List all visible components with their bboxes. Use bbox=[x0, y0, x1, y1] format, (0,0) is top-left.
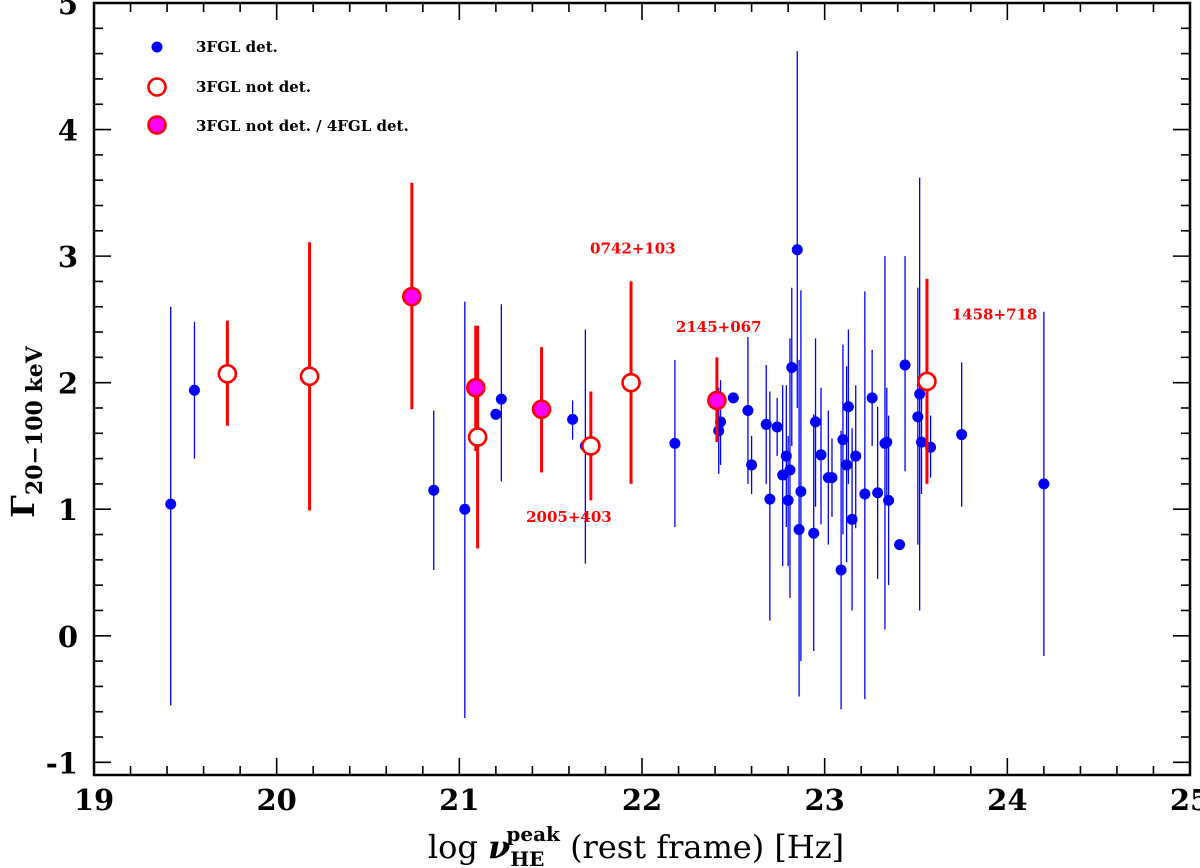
legend-label-notdet4fgl: 3FGL not det. / 4FGL det. bbox=[196, 117, 409, 135]
data-point-det bbox=[914, 388, 926, 400]
data-point-det bbox=[808, 527, 820, 539]
legend: 3FGL det. 3FGL not det. 3FGL not det. / … bbox=[147, 38, 409, 135]
y-tick-label: 0 bbox=[58, 620, 78, 654]
y-axis-title: Γ20−100 keV bbox=[4, 345, 48, 518]
y-tick-label: 3 bbox=[58, 240, 78, 274]
data-point-notdet bbox=[467, 427, 488, 447]
data-point-det bbox=[810, 416, 822, 428]
source-annotation: 1458+718 bbox=[952, 305, 1038, 323]
plot-frame bbox=[92, 1, 1192, 777]
series-det-points bbox=[165, 244, 1050, 576]
legend-marker-notdet4fgl bbox=[147, 115, 167, 135]
source-annotation: 2145+067 bbox=[676, 318, 762, 336]
data-point-det bbox=[835, 564, 847, 576]
data-point-det bbox=[784, 464, 796, 476]
data-point-det bbox=[859, 488, 871, 500]
x-axis-prefix: log bbox=[428, 828, 488, 866]
series-det-error-bars bbox=[170, 51, 1045, 719]
x-axis-symbol: ν bbox=[488, 828, 510, 866]
source-annotation: 2005+403 bbox=[526, 508, 612, 526]
y-tick-label: 4 bbox=[58, 114, 78, 148]
x-tick-label: 23 bbox=[804, 783, 844, 817]
data-point-notdet-4fgl bbox=[465, 377, 486, 398]
data-point-det bbox=[567, 413, 579, 425]
y-tick-label: 1 bbox=[58, 493, 78, 527]
y-tick-label: 2 bbox=[58, 367, 78, 401]
data-point-det bbox=[669, 437, 681, 449]
data-point-det bbox=[793, 523, 805, 535]
legend-marker-notdet bbox=[147, 77, 167, 97]
legend-marker-det bbox=[151, 41, 163, 53]
data-point-notdet-4fgl bbox=[707, 390, 727, 411]
data-point-det bbox=[746, 459, 758, 471]
data-point-det bbox=[866, 392, 878, 404]
series-notdet-error-bars bbox=[225, 182, 929, 549]
data-point-det bbox=[841, 459, 853, 471]
data-point-det bbox=[1038, 478, 1050, 490]
x-axis-subscript: HE bbox=[510, 847, 544, 868]
data-point-det bbox=[795, 486, 807, 498]
x-tick-label: 25 bbox=[1170, 783, 1200, 817]
data-point-notdet bbox=[621, 372, 641, 393]
y-axis-subscript: 20−100 keV bbox=[22, 345, 48, 495]
data-point-det bbox=[915, 436, 927, 448]
data-point-notdet bbox=[581, 436, 601, 456]
data-point-det bbox=[791, 244, 803, 256]
data-point-det bbox=[782, 494, 794, 506]
x-axis-title: log νHEpeak (rest frame) [Hz] bbox=[428, 822, 844, 868]
data-point-det bbox=[881, 436, 893, 448]
x-tick-label: 19 bbox=[74, 783, 114, 817]
x-tick-labels: 19 20 21 22 23 24 25 bbox=[74, 783, 1200, 817]
data-point-det bbox=[842, 401, 854, 413]
data-point-det bbox=[837, 434, 849, 446]
data-point-det bbox=[894, 539, 906, 551]
data-point-det bbox=[760, 418, 772, 430]
data-point-det bbox=[428, 484, 440, 496]
data-point-det bbox=[786, 361, 798, 373]
legend-label-det: 3FGL det. bbox=[196, 38, 278, 56]
y-tick-label: -1 bbox=[46, 746, 78, 780]
data-point-notdet bbox=[217, 364, 238, 384]
y-tick-label: 5 bbox=[58, 0, 78, 21]
legend-label-notdet: 3FGL not det. bbox=[196, 78, 311, 96]
data-point-det bbox=[764, 493, 776, 505]
series-notdet-points bbox=[217, 286, 937, 456]
data-point-det bbox=[883, 494, 895, 506]
data-point-det bbox=[490, 408, 502, 420]
data-point-notdet-4fgl bbox=[402, 286, 422, 307]
data-point-det bbox=[899, 359, 911, 371]
source-annotation: 0742+103 bbox=[590, 240, 676, 258]
y-axis-symbol: Γ bbox=[4, 495, 42, 518]
data-point-notdet-4fgl bbox=[531, 399, 552, 420]
x-tick-label: 20 bbox=[256, 783, 296, 817]
data-point-det bbox=[742, 405, 754, 417]
data-point-det bbox=[815, 449, 827, 461]
annotations: 0742+103 2145+067 1458+718 2005+403 bbox=[526, 240, 1037, 526]
data-point-det bbox=[846, 513, 858, 525]
x-tick-label: 24 bbox=[987, 783, 1027, 817]
data-point-notdet bbox=[299, 366, 320, 387]
data-point-det bbox=[912, 411, 924, 423]
x-tick-label: 22 bbox=[622, 783, 662, 817]
x-axis-suffix: (rest frame) [Hz] bbox=[560, 828, 844, 866]
data-point-notdet bbox=[917, 371, 937, 392]
data-point-det bbox=[771, 421, 783, 433]
data-point-det bbox=[872, 487, 884, 499]
data-point-det bbox=[826, 472, 838, 484]
data-point-det bbox=[956, 429, 968, 441]
data-point-det bbox=[188, 384, 200, 396]
x-axis-superscript: peak bbox=[506, 822, 561, 846]
y-tick-labels: -1 0 1 2 3 4 5 bbox=[46, 0, 78, 780]
data-point-det bbox=[850, 450, 862, 462]
x-tick-label: 21 bbox=[439, 783, 479, 817]
data-point-det bbox=[780, 450, 792, 462]
data-point-det bbox=[727, 392, 739, 404]
data-point-det bbox=[165, 498, 177, 510]
data-point-det bbox=[459, 503, 471, 515]
data-point-det bbox=[495, 393, 507, 405]
